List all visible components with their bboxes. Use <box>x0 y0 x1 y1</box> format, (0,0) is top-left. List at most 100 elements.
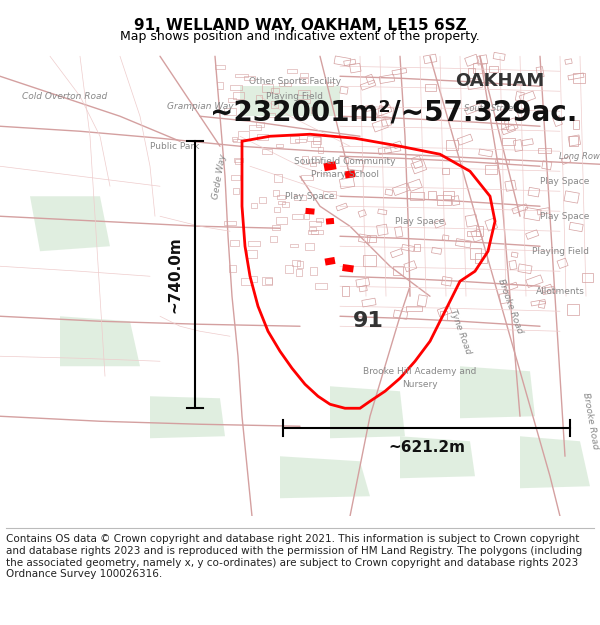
Bar <box>377 209 387 215</box>
Bar <box>367 235 376 242</box>
Text: Gede Way: Gede Way <box>212 153 229 199</box>
Bar <box>475 253 487 263</box>
Bar <box>526 275 543 288</box>
Text: 91, WELLAND WAY, OAKHAM, LE15 6SZ: 91, WELLAND WAY, OAKHAM, LE15 6SZ <box>134 18 466 32</box>
Polygon shape <box>60 316 140 366</box>
Bar <box>443 191 454 199</box>
Text: ~740.0m: ~740.0m <box>167 236 182 313</box>
Bar <box>537 208 550 215</box>
Bar <box>565 59 572 64</box>
Bar <box>378 106 394 118</box>
Bar <box>301 175 313 180</box>
Bar <box>272 225 280 229</box>
Bar <box>259 198 266 202</box>
Bar <box>295 139 306 142</box>
Bar <box>514 139 523 151</box>
Bar <box>385 146 401 154</box>
Bar <box>442 276 452 286</box>
Bar <box>455 239 471 248</box>
Bar <box>465 104 482 114</box>
Bar <box>404 261 417 272</box>
Bar <box>467 231 481 236</box>
Bar <box>567 304 579 315</box>
Bar <box>302 156 308 164</box>
Bar <box>300 72 308 78</box>
Bar <box>375 104 392 117</box>
Bar <box>336 203 347 211</box>
Bar <box>298 99 310 102</box>
Bar <box>340 177 355 189</box>
Text: Playing Field: Playing Field <box>532 247 589 256</box>
Bar <box>230 85 242 89</box>
Bar <box>215 65 225 69</box>
Bar <box>294 195 306 200</box>
Bar <box>347 158 364 171</box>
Bar <box>385 189 393 196</box>
Bar <box>297 261 303 268</box>
Bar <box>392 183 410 196</box>
Bar <box>522 139 533 146</box>
Text: Allotments: Allotments <box>536 287 584 296</box>
Bar <box>229 99 236 102</box>
Bar <box>323 191 336 198</box>
Bar <box>515 91 524 101</box>
Bar <box>241 278 251 285</box>
Bar <box>305 208 315 214</box>
Bar <box>326 218 334 224</box>
Bar <box>505 282 518 291</box>
Bar <box>224 221 236 226</box>
Bar <box>406 306 422 311</box>
Bar <box>573 72 585 83</box>
Bar <box>233 139 241 142</box>
Bar <box>318 147 323 152</box>
Bar <box>379 74 395 84</box>
Bar <box>519 91 536 103</box>
Bar <box>342 264 354 272</box>
Bar <box>391 249 403 258</box>
Bar <box>408 179 422 191</box>
Bar <box>412 156 423 169</box>
Bar <box>359 286 367 292</box>
Bar <box>358 209 367 217</box>
Bar <box>366 74 374 84</box>
Bar <box>442 235 449 241</box>
Bar <box>250 276 257 282</box>
Bar <box>377 224 388 236</box>
Bar <box>471 229 483 242</box>
Bar <box>251 202 257 209</box>
Bar <box>311 141 320 146</box>
Text: Primary School: Primary School <box>311 170 379 179</box>
Polygon shape <box>30 196 110 251</box>
Bar <box>358 234 370 243</box>
Text: Playing Field: Playing Field <box>266 92 323 101</box>
Bar <box>262 84 273 91</box>
Bar <box>296 269 302 276</box>
Bar <box>244 76 255 79</box>
Bar <box>229 265 236 272</box>
Bar <box>277 217 287 224</box>
Bar <box>393 266 403 276</box>
Polygon shape <box>280 456 370 498</box>
Bar <box>233 158 243 162</box>
Text: Map shows position and indicative extent of the property.: Map shows position and indicative extent… <box>120 30 480 43</box>
Bar <box>290 244 298 247</box>
Text: ~232001m²/~57.329ac.: ~232001m²/~57.329ac. <box>210 98 577 126</box>
Bar <box>276 144 283 148</box>
Bar <box>428 191 436 199</box>
Bar <box>564 191 579 203</box>
Bar <box>511 252 518 258</box>
Bar <box>440 311 447 321</box>
Bar <box>479 149 493 157</box>
Bar <box>262 278 272 285</box>
Bar <box>517 107 528 118</box>
Bar <box>499 292 510 304</box>
Bar <box>542 161 552 170</box>
Bar <box>431 248 442 254</box>
Bar <box>410 192 424 199</box>
Text: Other Sports Facility: Other Sports Facility <box>249 77 341 86</box>
Bar <box>502 138 515 144</box>
Polygon shape <box>460 366 535 418</box>
Bar <box>310 163 316 166</box>
Bar <box>569 222 583 232</box>
Text: Cold Overton Road: Cold Overton Road <box>22 92 107 101</box>
